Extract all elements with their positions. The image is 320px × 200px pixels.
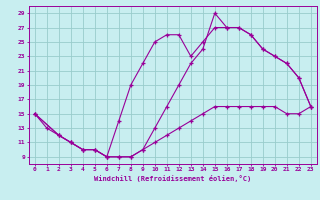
X-axis label: Windchill (Refroidissement éolien,°C): Windchill (Refroidissement éolien,°C) (94, 175, 252, 182)
